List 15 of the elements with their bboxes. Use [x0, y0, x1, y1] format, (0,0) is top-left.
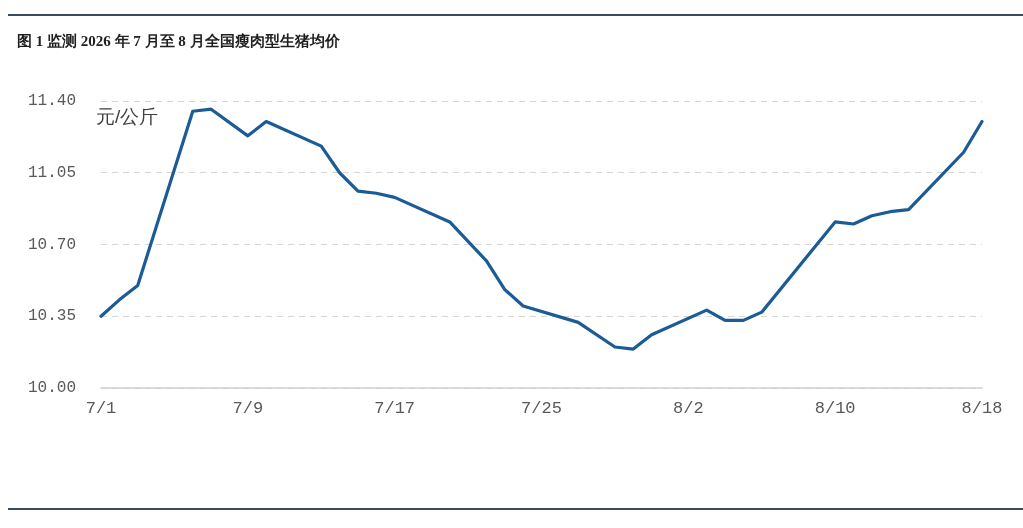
y-tick-label: 10.00 [27, 379, 76, 397]
y-tick-label: 11.40 [27, 92, 76, 110]
x-tick-label: 7/9 [232, 399, 264, 418]
line-series [99, 107, 984, 351]
chart-title: 图 1 监测 2026 年 7 月至 8 月全国瘦肉型生猪均价 [17, 31, 341, 49]
y-tick-label: 10.35 [27, 307, 76, 326]
x-tick-label: 7/1 [85, 399, 117, 418]
y-axis-title: 元/公斤 [96, 106, 159, 127]
y-tick-label: 11.05 [27, 163, 76, 182]
y-tick-label: 10.70 [27, 235, 76, 254]
x-tick-label: 8/10 [814, 399, 856, 418]
x-tick-label: 7/17 [374, 399, 416, 418]
x-tick-label: 7/25 [521, 399, 562, 418]
x-tick-label: 8/18 [961, 399, 1003, 418]
x-tick-label: 8/2 [673, 399, 704, 418]
